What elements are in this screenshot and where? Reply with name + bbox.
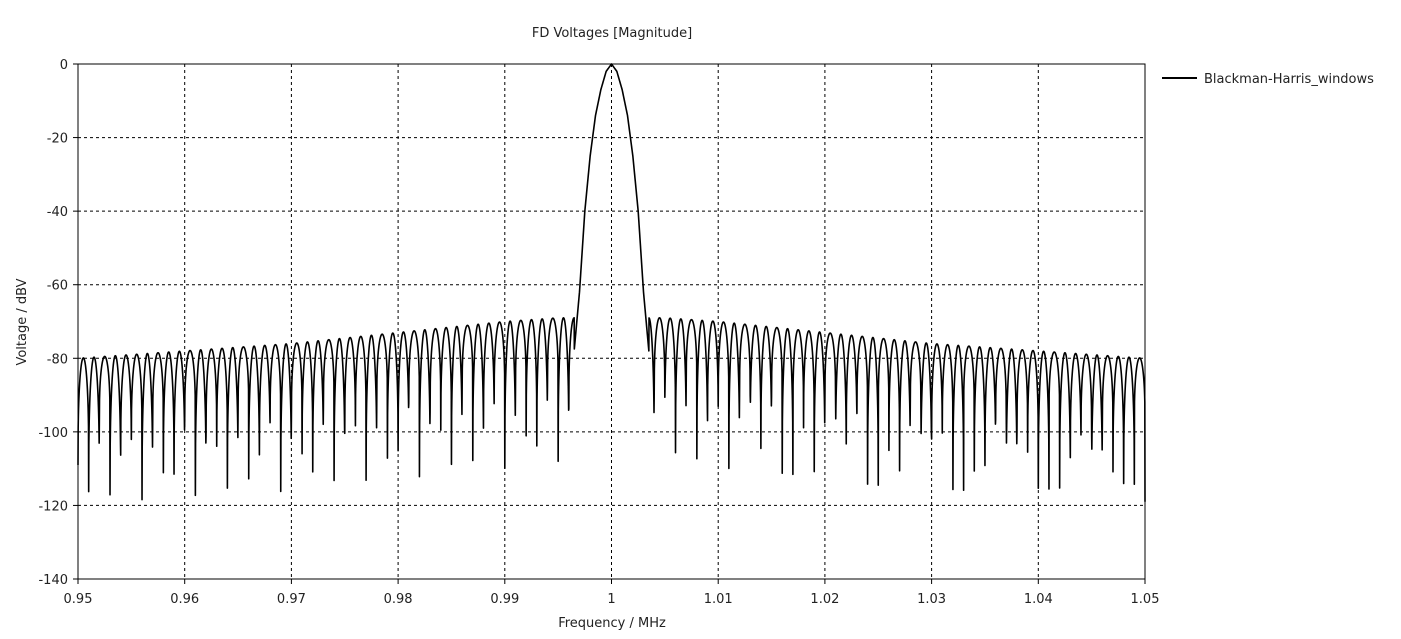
y-tick-label: -80 bbox=[47, 352, 68, 367]
x-tick-label: 1 bbox=[607, 592, 615, 607]
x-tick-label: 1.04 bbox=[1024, 592, 1053, 607]
x-tick-label: 1.02 bbox=[810, 592, 839, 607]
y-axis-ticks: 0 -20 -40 -60 -80 -100 -120 -140 bbox=[38, 58, 78, 588]
x-axis-label: Frequency / MHz bbox=[558, 616, 666, 631]
y-tick-label: -120 bbox=[38, 499, 68, 514]
x-tick-label: 1.03 bbox=[917, 592, 946, 607]
y-tick-label: -60 bbox=[47, 279, 68, 294]
legend: Blackman-Harris_windows bbox=[1162, 72, 1374, 87]
x-tick-label: 1.05 bbox=[1131, 592, 1160, 607]
y-tick-label: -20 bbox=[47, 132, 68, 147]
legend-entry: Blackman-Harris_windows bbox=[1204, 72, 1374, 87]
x-tick-label: 0.97 bbox=[277, 592, 306, 607]
y-tick-label: -40 bbox=[47, 205, 68, 220]
y-tick-label: -140 bbox=[38, 573, 68, 588]
grid bbox=[78, 64, 1145, 579]
x-tick-label: 0.96 bbox=[170, 592, 199, 607]
x-tick-label: 1.01 bbox=[704, 592, 733, 607]
x-tick-label: 0.99 bbox=[490, 592, 519, 607]
x-axis-ticks: 0.95 0.96 0.97 0.98 0.99 1 1.01 1.02 1.03 1.04 1.0… bbox=[64, 579, 1160, 607]
x-tick-label: 0.95 bbox=[64, 592, 93, 607]
chart-title: FD Voltages [Magnitude] bbox=[532, 26, 692, 41]
plot-area bbox=[77, 63, 1146, 580]
x-tick-label: 0.98 bbox=[384, 592, 413, 607]
y-tick-label: -100 bbox=[38, 426, 68, 441]
y-axis-label: Voltage / dBV bbox=[15, 278, 30, 365]
y-tick-label: 0 bbox=[60, 58, 68, 73]
series-line-blackman-harris bbox=[77, 63, 1146, 502]
